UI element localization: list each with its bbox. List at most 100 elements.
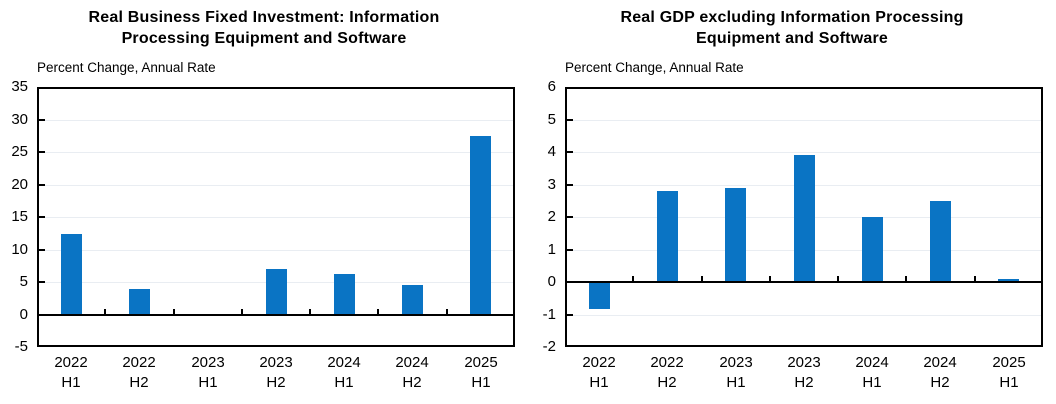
x-axis-tick [446,309,448,314]
y-axis-tick-label: 35 [11,78,28,95]
x-axis-tick [905,276,907,281]
y-axis-tick [37,184,45,186]
chart-title-line: Real GDP excluding Information Processin… [620,9,964,26]
y-axis-tick-label: 5 [547,111,556,128]
x-axis-label-year: 2023 [787,354,821,371]
plot-area [565,87,1043,347]
y-axis-tick-label: 4 [547,143,556,160]
x-axis-label-half: H1 [862,374,882,391]
x-axis-label-year: 2023 [191,354,225,371]
y-axis-tick [565,184,573,186]
x-axis-category-label: 2022 H1 [37,353,105,397]
y-axis-tick [37,151,45,153]
plot-frame-border [513,87,515,347]
y-axis-tick-label: 2 [547,208,556,225]
plot-frame-border [37,87,515,89]
y-axis-tick-label: 25 [11,143,28,160]
x-axis-label-year: 2024 [395,354,429,371]
x-axis-tick [241,309,243,314]
chart-panel-investment: Real Business Fixed Investment: Informat… [0,7,528,397]
x-axis-label-half: H2 [402,374,422,391]
plot-area [37,87,515,347]
x-axis-label-half: H2 [794,374,814,391]
y-axis-tick-label: 0 [19,306,28,323]
y-axis-tick-label: -5 [14,338,28,355]
gridline [39,152,513,153]
y-axis-tick-label: 0 [547,273,556,290]
x-axis-label-half: H2 [266,374,286,391]
gridline [39,250,513,251]
chart-title-investment: Real Business Fixed Investment: Informat… [0,7,528,49]
x-axis-label-half: H2 [129,374,149,391]
x-axis-label-half: H1 [999,374,1019,391]
gridline [39,120,513,121]
bar-2024-H1 [334,274,355,316]
bar-2023-H2 [266,269,287,316]
y-axis-tick-label: 10 [11,241,28,258]
bar-2022-H1 [589,282,610,309]
x-axis-label-half: H1 [471,374,491,391]
x-axis-label-year: 2023 [719,354,753,371]
chart-title-gdp: Real GDP excluding Information Processin… [528,7,1056,49]
zero-axis-line [565,281,1043,283]
y-axis-tick [37,281,45,283]
x-axis-category-label: 2023 H2 [242,353,310,397]
x-axis-label-year: 2022 [582,354,616,371]
x-axis-category-label: 2023 H2 [770,353,838,397]
x-axis-category-label: 2022 H2 [633,353,701,397]
y-axis-tick [37,119,45,121]
y-axis-tick-label: 6 [547,78,556,95]
x-axis-category-label: 2022 H1 [565,353,633,397]
plot-frame-border [565,87,1043,89]
x-axis-category-label: 2025 H1 [447,353,515,397]
x-axis-label-year: 2025 [464,354,498,371]
x-axis-tick [837,276,839,281]
x-axis-label-half: H1 [61,374,81,391]
x-axis-label-half: H1 [589,374,609,391]
y-axis-tick-label: 15 [11,208,28,225]
x-axis-tick [974,276,976,281]
x-axis-label-half: H2 [930,374,950,391]
x-axis-label-year: 2023 [259,354,293,371]
y-axis-tick [565,314,573,316]
x-axis-tick [173,309,175,314]
x-axis-label-year: 2024 [923,354,957,371]
y-axis-tick-label: 3 [547,176,556,193]
bar-2024-H2 [402,285,423,316]
bar-2022-H1 [61,234,82,316]
x-axis-label-year: 2024 [855,354,889,371]
y-axis-tick-label: 20 [11,176,28,193]
x-axis-tick [701,276,703,281]
x-axis-tick [104,309,106,314]
y-axis-tick [37,216,45,218]
plot-frame-border [565,345,1043,347]
x-axis-category-label: 2023 H1 [174,353,242,397]
y-axis-tick-label: 30 [11,111,28,128]
x-axis-category-label: 2024 H1 [310,353,378,397]
x-axis-category-label: 2023 H1 [702,353,770,397]
x-axis-label-half: H1 [198,374,218,391]
y-axis-tick [565,119,573,121]
gridline [567,315,1041,316]
bar-2023-H2 [794,155,815,283]
x-axis-category-label: 2025 H1 [975,353,1043,397]
y-axis-tick [565,249,573,251]
bar-2024-H1 [862,217,883,283]
x-axis-label-year: 2022 [54,354,88,371]
x-axis-category-label: 2024 H1 [838,353,906,397]
chart-title-line: Processing Equipment and Software [121,30,407,47]
gridline [567,120,1041,121]
x-axis-label-year: 2022 [650,354,684,371]
y-axis-tick [37,249,45,251]
x-axis-label-half: H1 [726,374,746,391]
y-axis-tick [565,151,573,153]
y-axis-tick-label: -2 [542,338,556,355]
x-axis-tick [309,309,311,314]
x-axis-label-half: H2 [657,374,677,391]
x-axis-label-year: 2025 [992,354,1026,371]
chart-title-line: Equipment and Software [696,30,888,47]
gridline [567,152,1041,153]
bar-2022-H2 [657,191,678,283]
bar-2022-H2 [129,289,150,316]
